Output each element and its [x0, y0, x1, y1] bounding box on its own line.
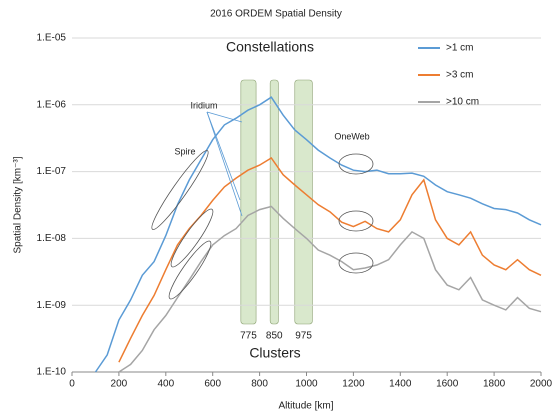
annotation: Spire: [174, 146, 195, 156]
y-tick-label: 1.E-08: [37, 233, 67, 244]
x-tick-label: 200: [111, 379, 128, 390]
lines: [94, 96, 542, 373]
x-tick-label: 0: [69, 379, 75, 390]
y-tick-label: 1.E-09: [37, 300, 67, 311]
cluster-band: [294, 79, 313, 325]
y-tick-label: 1.E-10: [37, 367, 67, 378]
band-label: 850: [266, 331, 283, 342]
x-tick-label: 800: [251, 379, 268, 390]
arrow: [206, 111, 241, 201]
annotation: Clusters: [249, 345, 300, 361]
cluster-band: [269, 79, 279, 325]
x-tick-label: 1800: [483, 379, 506, 390]
x-tick-label: 1200: [342, 379, 365, 390]
oneweb-ellipse: [338, 252, 374, 274]
legend-label: >1 cm: [446, 43, 474, 54]
series-line: [118, 205, 542, 373]
cluster-band: [240, 79, 257, 325]
annotation: OneWeb: [334, 131, 369, 141]
series-line: [118, 156, 542, 363]
arrow: [206, 111, 243, 217]
x-tick-label: 400: [157, 379, 174, 390]
y-axis-label: Spatial Density [km⁻³]: [13, 156, 24, 253]
x-axis-label: Altitude [km]: [278, 401, 333, 412]
annotation-shapes: [151, 111, 374, 300]
x-tick-label: 1000: [295, 379, 318, 390]
legend-label: >3 cm: [446, 70, 474, 81]
arrow: [206, 111, 243, 123]
oneweb-ellipse: [338, 210, 374, 232]
bands: 775 850 975: [240, 79, 313, 342]
x-tick-label: 600: [204, 379, 221, 390]
y-tick-label: 1.E-07: [37, 166, 67, 177]
band-label: 975: [295, 331, 312, 342]
y-tick-label: 1.E-05: [37, 33, 67, 44]
spire-ellipse: [168, 240, 212, 300]
x-tick-label: 1600: [436, 379, 459, 390]
chart-title: 2016 ORDEM Spatial Density: [210, 9, 342, 20]
legend: >1 cm >3 cm >10 cm: [418, 43, 479, 108]
y-tick-label: 1.E-06: [37, 99, 67, 110]
spire-ellipse: [170, 208, 214, 268]
band-label: 775: [240, 331, 257, 342]
x-tick-label: 1400: [389, 379, 412, 390]
annotation: Iridium: [190, 100, 217, 110]
oneweb-ellipse: [338, 153, 374, 175]
legend-label: >10 cm: [446, 97, 479, 108]
annotation: Constellations: [226, 39, 314, 55]
x-tick-label: 2000: [530, 379, 553, 390]
series-line: [94, 96, 542, 373]
spire-ellipse: [151, 150, 209, 230]
